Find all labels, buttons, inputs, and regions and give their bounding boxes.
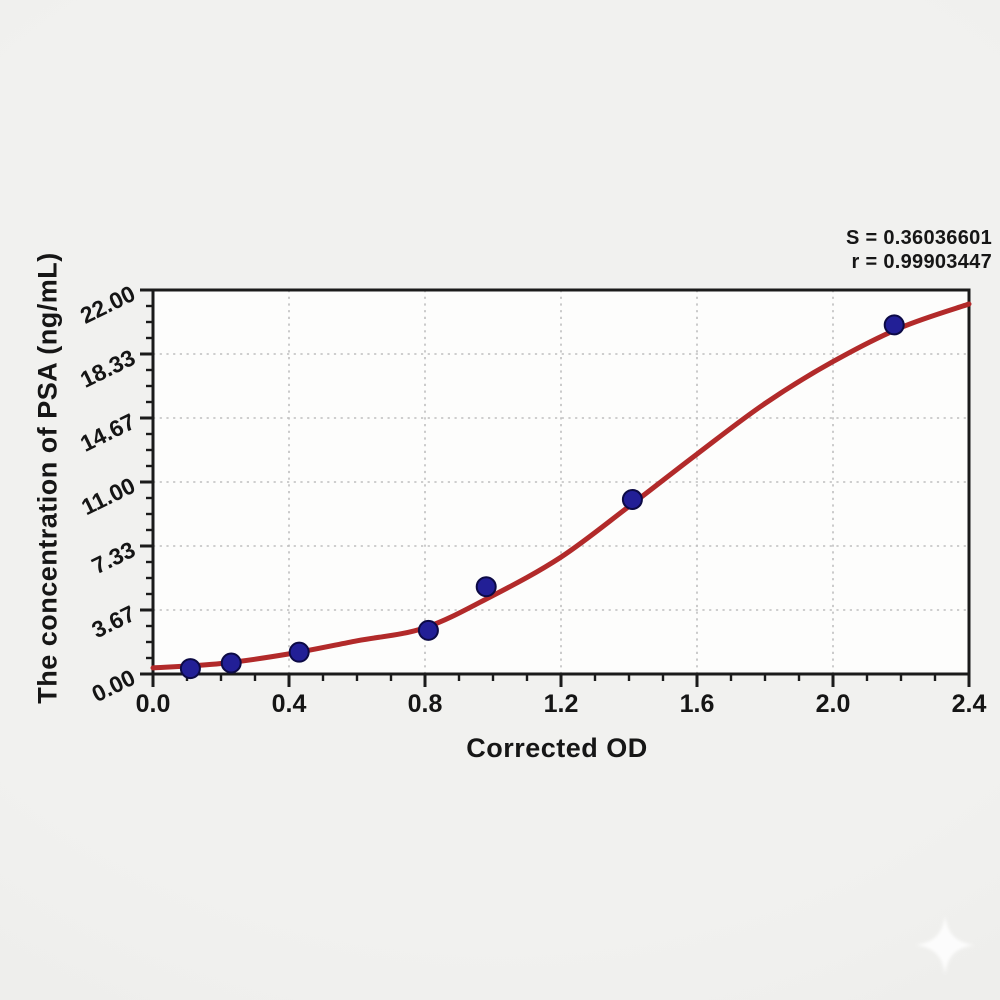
stat-r-value: r = 0.99903447 [851,251,992,273]
data-point [417,619,439,641]
x-tick-label: 0.8 [408,690,443,718]
sparkle-star-icon [916,916,974,974]
x-tick-label: 1.2 [544,690,579,718]
data-point [288,641,310,663]
data-point [220,652,242,674]
y-tick-label: 0.00 [88,664,140,707]
data-point [179,658,201,680]
y-tick-label: 22.00 [76,280,139,329]
x-tick-label: 2.4 [952,690,987,718]
x-tick-label: 0.0 [136,690,171,718]
data-point [621,488,643,510]
data-point [883,314,905,336]
fit-statistics: S = 0.36036601 r = 0.99903447 [846,226,992,274]
x-tick-label: 0.4 [272,690,307,718]
y-tick-label: 14.67 [76,408,139,457]
x-axis-title: Corrected OD [466,733,648,763]
y-tick-label: 11.00 [77,472,139,520]
data-point [475,576,497,598]
y-axis-title: The concentration of PSA (ng/mL) [32,252,63,704]
stat-s-value: S = 0.36036601 [846,227,992,249]
x-tick-label: 1.6 [680,690,715,718]
y-tick-label: 3.67 [88,600,140,643]
x-tick-label: 2.0 [816,690,851,718]
y-tick-label: 7.33 [88,536,140,579]
y-tick-label: 18.33 [76,344,139,393]
